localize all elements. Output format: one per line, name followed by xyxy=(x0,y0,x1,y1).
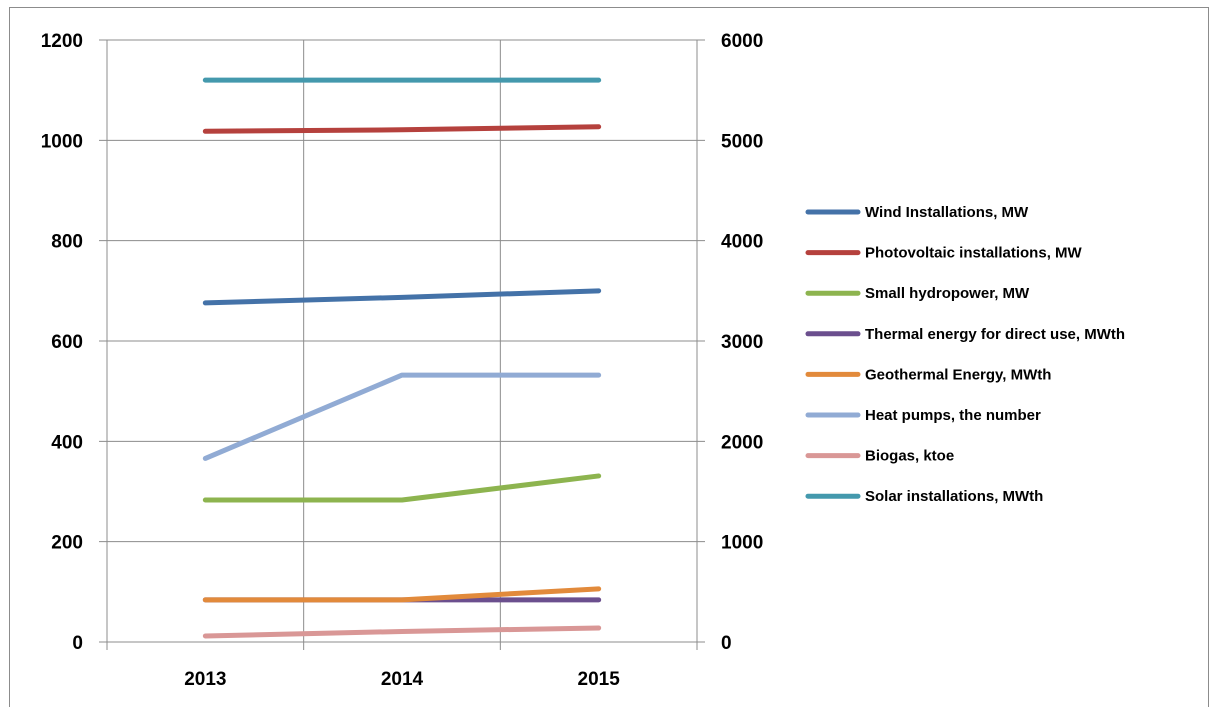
series-lines xyxy=(202,77,602,639)
x-axis-tick-label: 2014 xyxy=(381,669,424,690)
series-line-photovoltaic-installations-mw xyxy=(202,124,602,134)
legend-label-biogas-ktoe: Biogas, ktoe xyxy=(865,448,954,465)
right-axis-tick-label: 0 xyxy=(721,633,732,654)
right-axis-tick-label: 4000 xyxy=(721,232,763,253)
x-axis-tick-label: 2015 xyxy=(578,669,621,690)
x-axis-tick-labels: 2013 2014 2015 xyxy=(184,669,620,690)
right-axis-tick-label: 1000 xyxy=(721,533,763,554)
left-axis-tick-label: 1200 xyxy=(41,31,83,52)
x-axis-tick-label: 2013 xyxy=(184,669,226,690)
right-axis-tick-label: 5000 xyxy=(721,131,763,152)
left-axis-tick-label: 400 xyxy=(51,432,83,453)
legend-label-thermal-energy-for-direct-use-mwth: Thermal energy for direct use, MWth xyxy=(865,326,1125,343)
legend-label-geothermal-energy-mwth: Geothermal Energy, MWth xyxy=(865,366,1051,383)
series-line-biogas-ktoe xyxy=(202,625,602,639)
legend-label-wind-installations-mw: Wind Installations, MW xyxy=(865,204,1029,221)
left-axis-tick-labels: 0 200 400 600 800 1000 1200 xyxy=(41,31,83,654)
left-axis-tick-label: 600 xyxy=(51,332,83,353)
legend: Wind Installations, MW Photovoltaic insta… xyxy=(805,204,1125,505)
legend-label-heat-pumps-the-number: Heat pumps, the number xyxy=(865,407,1041,424)
series-line-geothermal-energy-mwth xyxy=(202,586,602,603)
legend-label-solar-installations-mwth: Solar installations, MWth xyxy=(865,488,1043,505)
right-axis-tick-label: 3000 xyxy=(721,332,763,353)
legend-label-small-hydropower-mw: Small hydropower, MW xyxy=(865,285,1030,302)
axes xyxy=(106,40,698,650)
right-axis-tick-label: 6000 xyxy=(721,31,763,52)
right-axis-tick-labels: 0 1000 2000 3000 4000 5000 6000 xyxy=(721,31,763,654)
left-axis-tick-label: 1000 xyxy=(41,131,83,152)
series-line-wind-installations-mw xyxy=(202,288,602,306)
left-axis-tick-label: 0 xyxy=(72,633,83,654)
legend-label-photovoltaic-installations-mw: Photovoltaic installations, MW xyxy=(865,245,1083,262)
right-axis-tick-label: 2000 xyxy=(721,432,763,453)
series-line-small-hydropower-mw xyxy=(202,473,602,503)
left-axis-tick-label: 800 xyxy=(51,232,83,253)
left-axis-tick-label: 200 xyxy=(51,533,83,554)
series-line-heat-pumps-the-number xyxy=(202,372,602,461)
chart-frame xyxy=(9,7,1209,707)
